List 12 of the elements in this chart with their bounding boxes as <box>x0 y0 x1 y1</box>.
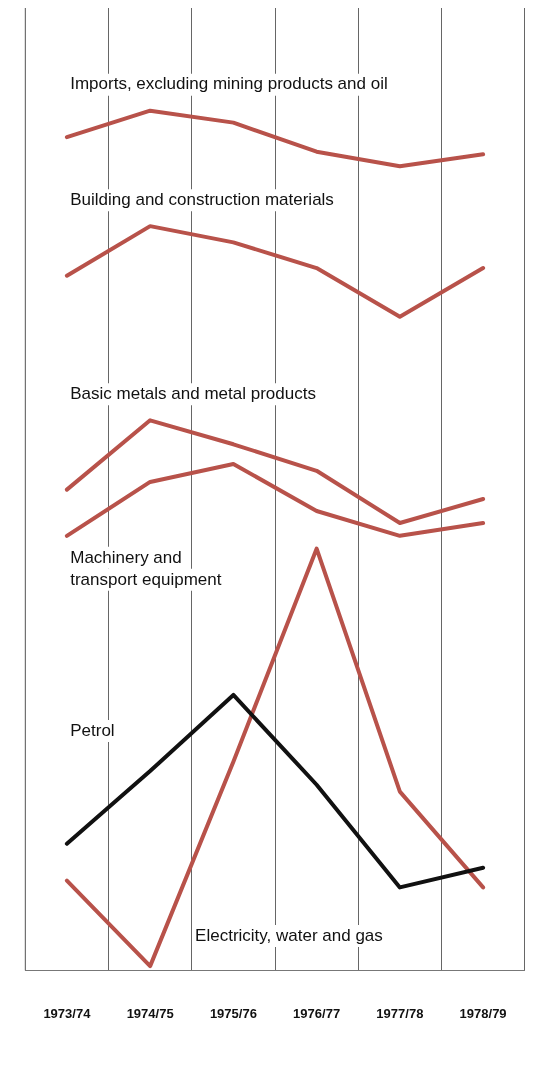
x-tick-label: 1975/76 <box>209 1005 257 1021</box>
text: Petrol <box>70 720 115 740</box>
x-tick-label: 1978/79 <box>459 1005 507 1021</box>
text: Basic metals and metal products <box>70 384 316 404</box>
text: Building and construction materials <box>70 189 334 209</box>
x-tick-label: 1974/75 <box>126 1005 174 1021</box>
x-tick-label: 1973/74 <box>43 1005 92 1021</box>
x-tick-label: 1976/77 <box>293 1005 341 1021</box>
x-tick-label: 1977/78 <box>376 1005 424 1021</box>
series-label: Machinery and transport equipment <box>70 547 222 589</box>
text: Imports, excluding mining products and oil <box>70 74 388 94</box>
series-label: Electricity, water and gas <box>195 925 383 945</box>
